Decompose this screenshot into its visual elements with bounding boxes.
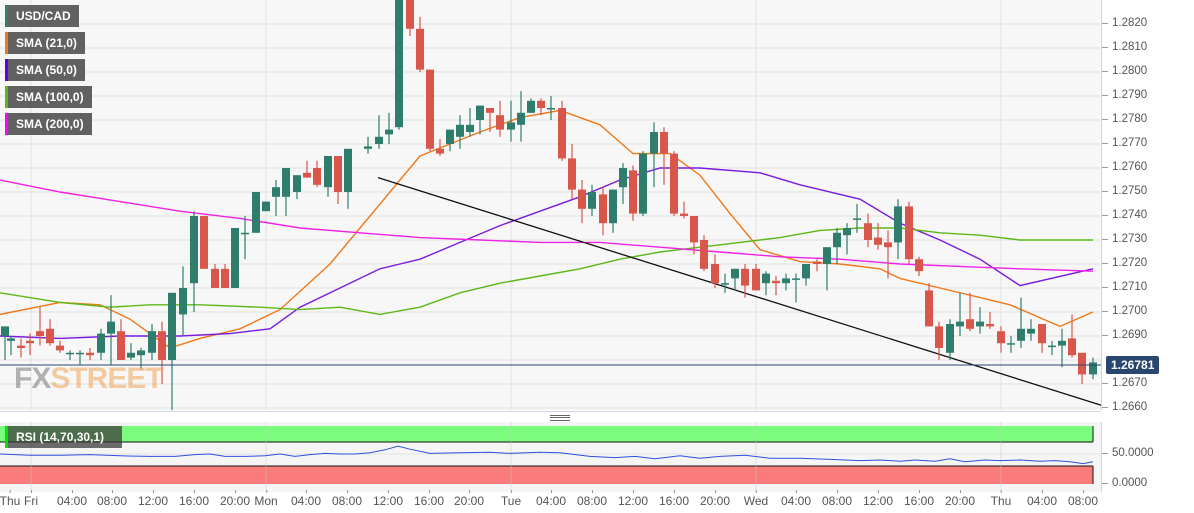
last-price-tag: 1.26781 <box>1106 356 1160 374</box>
watermark-street: STREET <box>50 362 163 395</box>
time-tick-label: 20:00 <box>454 490 484 508</box>
legend-swatch <box>5 5 8 27</box>
legend-sma-50[interactable]: SMA (50,0) <box>5 59 85 81</box>
price-tick-label: 1.2750 <box>1102 185 1147 197</box>
time-tick-label: 12:00 <box>863 490 893 508</box>
price-tick-label: 1.2770 <box>1102 137 1147 149</box>
legend-label: SMA (50,0) <box>16 63 77 77</box>
legend-label: RSI (14,70,30,1) <box>16 430 105 444</box>
time-tick-label: Thu <box>991 490 1011 508</box>
price-tick-label: 1.2690 <box>1102 329 1147 341</box>
legend-sma-21[interactable]: SMA (21,0) <box>5 32 85 54</box>
price-tick-label: 1.2740 <box>1102 209 1147 221</box>
price-tick-label: 1.2760 <box>1102 161 1147 173</box>
price-tick-label: 1.2810 <box>1102 41 1147 53</box>
price-axis[interactable]: 1.2820 1.2810 1.2800 1.2790 1.2780 1.2770 1.27… <box>1102 0 1194 413</box>
price-tick-label: 1.2720 <box>1102 257 1147 269</box>
legend-swatch <box>5 113 8 135</box>
time-tick-label: 16:00 <box>659 490 689 508</box>
time-axis[interactable]: Thu Fri 04:00 08:00 12:00 16:00 20:00 Mon 04:00 0… <box>0 490 1101 513</box>
legend-label: SMA (200,0) <box>16 117 84 131</box>
legend-swatch <box>5 32 8 54</box>
legend-swatch <box>5 59 8 81</box>
time-tick-label: 04:00 <box>291 490 321 508</box>
time-tick-label: Thu <box>0 490 20 508</box>
legend-sma-200[interactable]: SMA (200,0) <box>5 113 92 135</box>
time-tick-label: 20:00 <box>220 490 250 508</box>
rsi-pane[interactable]: RSI (14,70,30,1) <box>0 422 1102 492</box>
fxstreet-watermark-logo: FXSTREET <box>14 362 164 396</box>
time-tick-label: 08:00 <box>577 490 607 508</box>
time-tick-label: 12:00 <box>373 490 403 508</box>
time-tick-label: 16:00 <box>414 490 444 508</box>
price-tick-label: 1.2780 <box>1102 113 1147 125</box>
drag-handle-icon[interactable] <box>550 415 570 421</box>
price-chart-pane[interactable]: USD/CAD SMA (21,0) SMA (50,0) SMA (100,0… <box>0 0 1102 410</box>
time-tick-label: 04:00 <box>1027 490 1057 508</box>
time-tick-label: 08:00 <box>822 490 852 508</box>
time-tick-label: Fri <box>24 490 38 508</box>
legend-label: SMA (21,0) <box>16 36 77 50</box>
time-tick-label: 04:00 <box>57 490 87 508</box>
time-tick-label: 12:00 <box>618 490 648 508</box>
legend-sma-100[interactable]: SMA (100,0) <box>5 86 92 108</box>
legend-rsi[interactable]: RSI (14,70,30,1) <box>5 426 123 448</box>
rsi-canvas[interactable] <box>0 422 1101 492</box>
legend-swatch <box>5 86 8 108</box>
time-tick-label: 08:00 <box>1068 490 1098 508</box>
time-tick-label: Mon <box>254 490 278 508</box>
price-tick-label: 1.2700 <box>1102 305 1147 317</box>
price-tick-label: 1.2710 <box>1102 281 1147 293</box>
legend-swatch <box>5 426 8 448</box>
price-chart-canvas[interactable] <box>0 0 1101 410</box>
time-tick-label: 04:00 <box>536 490 566 508</box>
time-tick-label: 12:00 <box>138 490 168 508</box>
time-tick-label: 08:00 <box>97 490 127 508</box>
time-tick-label: Wed <box>744 490 768 508</box>
price-tick-label: 1.2660 <box>1102 401 1147 413</box>
rsi-axis[interactable]: 50.0000 0.0000 <box>1102 422 1194 492</box>
price-tick-label: 1.2730 <box>1102 233 1147 245</box>
price-tick-label: 1.2670 <box>1102 377 1147 389</box>
price-tick-label: 1.2820 <box>1102 17 1147 29</box>
time-tick-label: 16:00 <box>179 490 209 508</box>
price-tick-label: 1.2800 <box>1102 65 1147 77</box>
legend-label: USD/CAD <box>16 9 71 23</box>
price-tick-label: 1.2790 <box>1102 89 1147 101</box>
rsi-tick-label: 0.0000 <box>1102 477 1147 489</box>
time-tick-label: 04:00 <box>781 490 811 508</box>
time-tick-label: 20:00 <box>945 490 975 508</box>
legend-label: SMA (100,0) <box>16 90 84 104</box>
watermark-fx: FX <box>14 362 51 395</box>
legend-usdcad[interactable]: USD/CAD <box>5 5 79 27</box>
rsi-tick-label: 50.0000 <box>1102 447 1154 459</box>
time-tick-label: Tue <box>501 490 521 508</box>
time-tick-label: 16:00 <box>904 490 934 508</box>
time-tick-label: 20:00 <box>700 490 730 508</box>
time-tick-label: 08:00 <box>332 490 362 508</box>
